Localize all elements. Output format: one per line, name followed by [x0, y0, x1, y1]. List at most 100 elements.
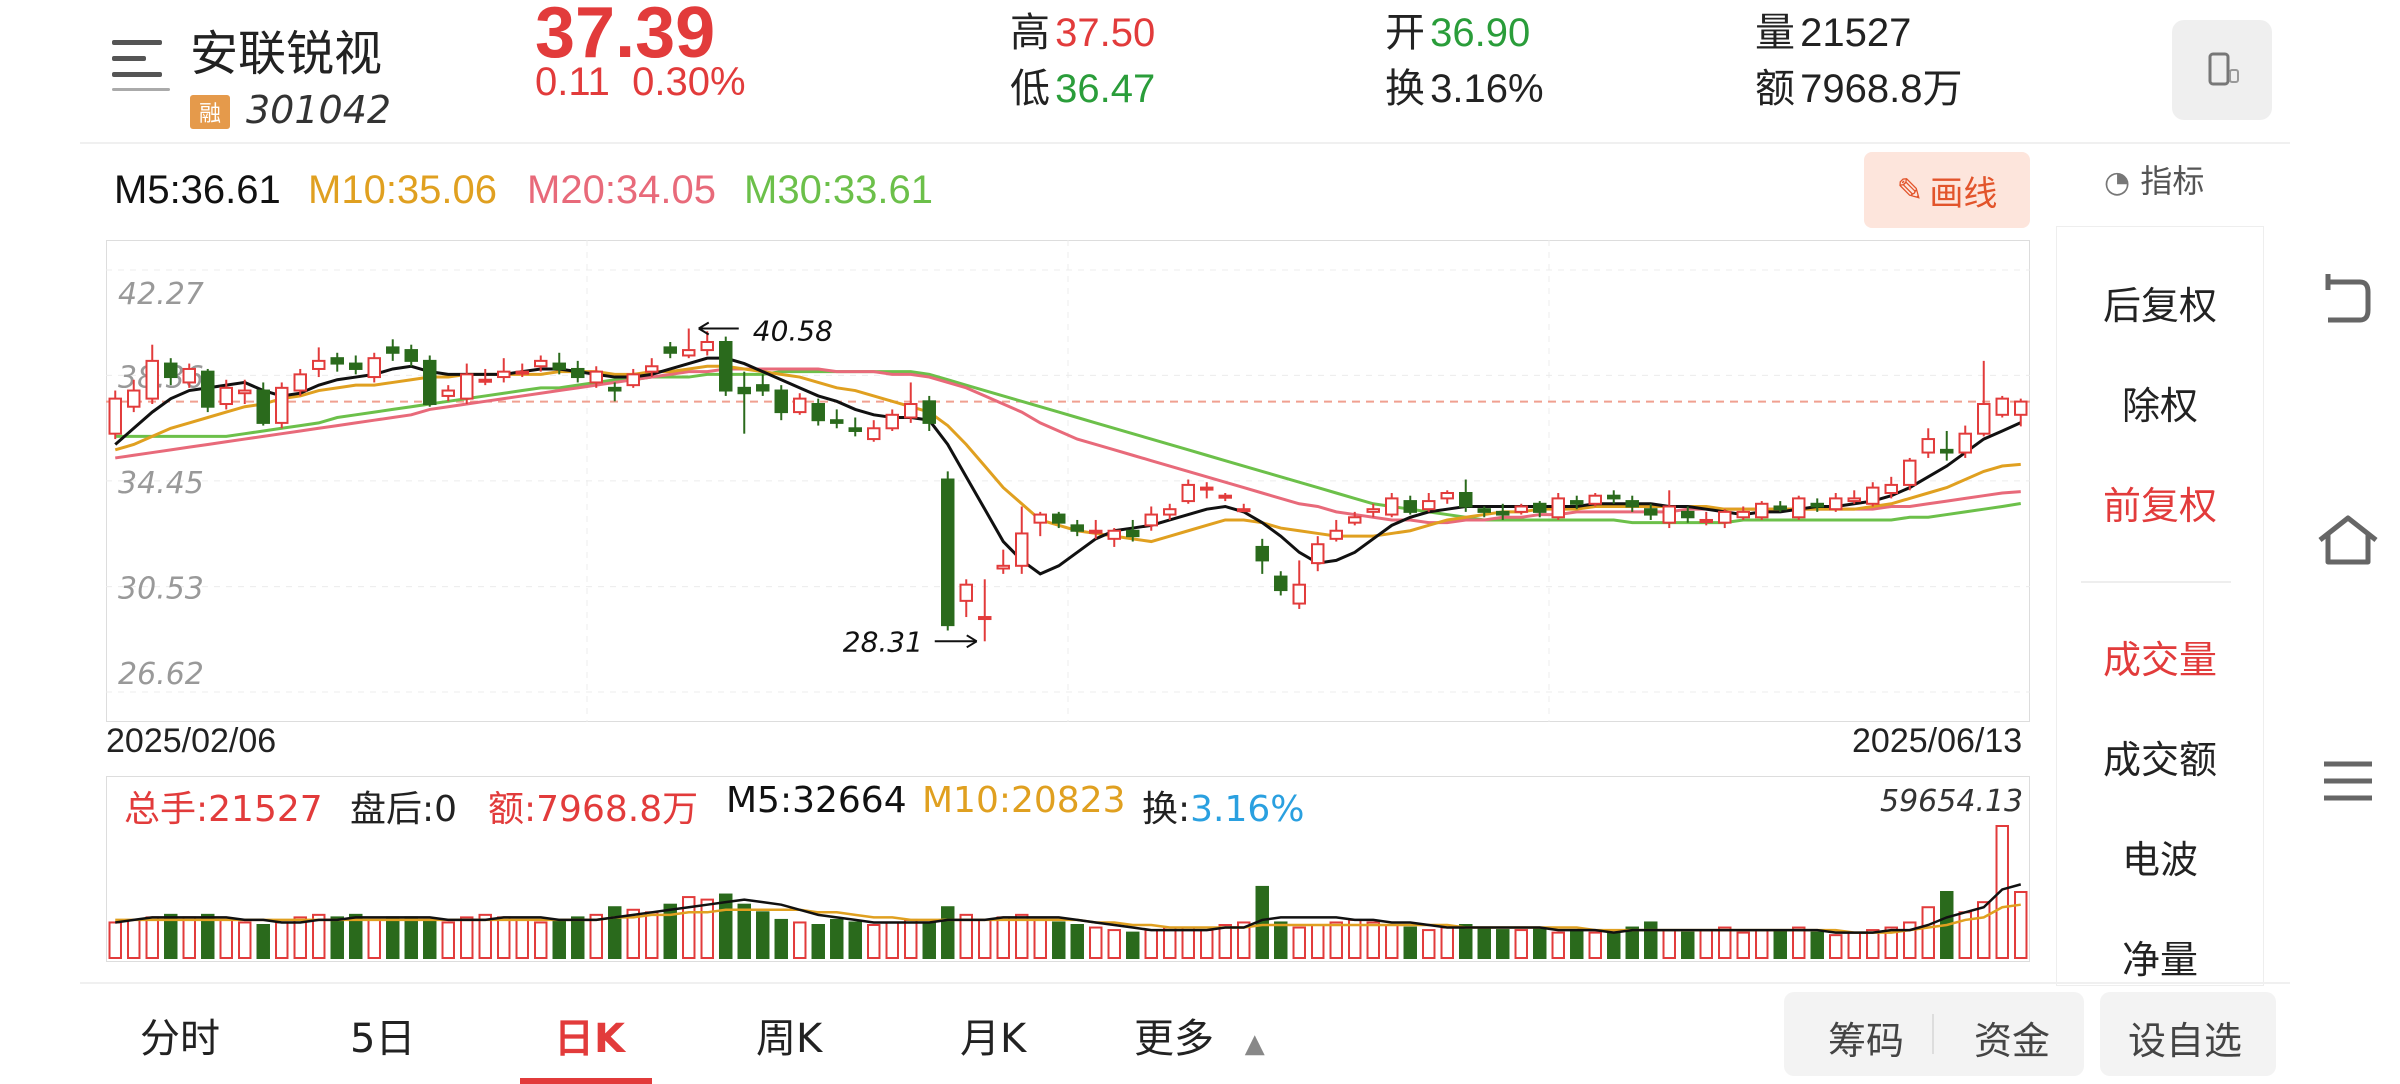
- candle-body: [1015, 532, 1029, 567]
- capital-button[interactable]: 资金: [1974, 1019, 2051, 1063]
- option-wave[interactable]: 电波: [2121, 838, 2198, 882]
- option-net-volume[interactable]: 净量: [2121, 938, 2198, 982]
- volume-bar: [1237, 921, 1251, 959]
- change-value: 0.11: [535, 60, 610, 104]
- volume-bar: [682, 896, 696, 959]
- volume-bar: [1662, 929, 1676, 959]
- volume-bar: [1459, 924, 1473, 959]
- candle-body: [700, 340, 714, 352]
- back-icon[interactable]: [2316, 270, 2376, 330]
- candle: [238, 379, 252, 405]
- candle-body: [1792, 497, 1806, 519]
- candle: [608, 382, 622, 402]
- ma10-legend: M10:35.06: [308, 168, 498, 212]
- candle-body: [719, 340, 733, 392]
- candle: [1625, 495, 1639, 512]
- tab-intraday[interactable]: 分时: [140, 1016, 220, 1062]
- candle: [996, 549, 1010, 574]
- volume-bar: [1274, 921, 1288, 959]
- candle-body: [774, 389, 788, 414]
- candle: [1107, 528, 1121, 547]
- candle-body: [663, 346, 677, 354]
- menu-icon[interactable]: [112, 40, 170, 92]
- recents-menu-icon[interactable]: [2320, 756, 2376, 806]
- option-pre-adjusted[interactable]: 前复权: [2102, 484, 2217, 528]
- volume-bar: [1033, 918, 1047, 960]
- candle: [1773, 501, 1787, 512]
- volume-chart[interactable]: [106, 776, 2030, 962]
- candle: [1477, 506, 1491, 518]
- tab-more[interactable]: 更多 ▲: [1134, 1006, 1265, 1064]
- turnover-value: 3.16%: [1430, 67, 1544, 111]
- candle: [1921, 428, 1935, 458]
- volume-bar: [1089, 926, 1103, 960]
- candle: [1422, 492, 1436, 512]
- volume-bar: [996, 916, 1010, 959]
- volume-bar: [1070, 924, 1084, 959]
- candle-body: [645, 365, 659, 373]
- volume-bar: [571, 916, 585, 959]
- candle: [127, 379, 141, 413]
- candle-body: [164, 362, 178, 379]
- volume-bar: [1477, 926, 1491, 960]
- turnover-label: 换: [1385, 66, 1425, 112]
- quote-amount: 额 7968.8万: [1755, 56, 1962, 114]
- vol-max-label: 59654.13: [1880, 784, 2024, 819]
- candle-body: [145, 359, 159, 400]
- x-start-date: 2025/02/06: [106, 722, 277, 760]
- stock-code: 301042: [246, 88, 392, 132]
- candle-body: [497, 370, 511, 379]
- candle-body: [534, 359, 548, 368]
- low-label: 低: [1010, 66, 1050, 112]
- option-volume[interactable]: 成交量: [2102, 638, 2217, 682]
- candle-body: [1255, 545, 1269, 562]
- landscape-toggle-button[interactable]: [2172, 20, 2272, 120]
- volume-bar: [1866, 929, 1880, 959]
- chip-button[interactable]: 筹码: [1828, 1019, 1905, 1063]
- candle: [793, 393, 807, 415]
- indicator-button[interactable]: ◔ 指标: [2104, 156, 2204, 202]
- candle: [201, 368, 215, 413]
- candle-body: [1662, 505, 1676, 524]
- candle: [645, 358, 659, 378]
- tab-daily-k[interactable]: 日K: [554, 1016, 625, 1062]
- volume-bar: [108, 921, 122, 959]
- candle: [1533, 501, 1547, 518]
- option-post-adjusted[interactable]: 后复权: [2102, 284, 2217, 328]
- candle: [811, 398, 825, 426]
- draw-line-button[interactable]: ✎ 画线: [1864, 152, 2030, 228]
- amount-value: 7968.8万: [1800, 67, 1963, 111]
- home-icon[interactable]: [2316, 510, 2380, 570]
- volume-bar: [515, 918, 529, 960]
- add-watchlist-button[interactable]: 设自选: [2128, 1019, 2243, 1063]
- candle-body: [608, 386, 622, 392]
- candle-body: [1866, 486, 1880, 505]
- candle: [1292, 560, 1306, 609]
- candle: [441, 385, 455, 402]
- candle: [1163, 503, 1177, 520]
- candle: [386, 339, 400, 361]
- volume-bar: [645, 911, 659, 959]
- candle-body: [922, 400, 936, 424]
- quote-high: 高 37.50: [1010, 0, 1155, 58]
- tab-weekly-k[interactable]: 周K: [756, 1016, 823, 1062]
- option-amount[interactable]: 成交额: [2102, 738, 2217, 782]
- high-value: 37.50: [1055, 11, 1156, 55]
- candle-body: [1921, 438, 1935, 454]
- candle-body: [1903, 459, 1917, 486]
- candle-body: [238, 389, 252, 395]
- candle: [1644, 503, 1658, 520]
- option-ex-rights[interactable]: 除权: [2121, 384, 2198, 428]
- candle: [885, 409, 899, 431]
- volume-bar: [1144, 929, 1158, 959]
- candle: [700, 331, 714, 356]
- candle: [830, 409, 844, 429]
- tab-monthly-k[interactable]: 月K: [960, 1016, 1027, 1062]
- volume-bar: [848, 921, 862, 959]
- tab-5day[interactable]: 5日: [350, 1016, 416, 1062]
- volume-bar: [1792, 926, 1806, 960]
- volume-bar: [2014, 891, 2028, 959]
- candle-body: [1514, 505, 1528, 513]
- candle-body: [1699, 518, 1713, 523]
